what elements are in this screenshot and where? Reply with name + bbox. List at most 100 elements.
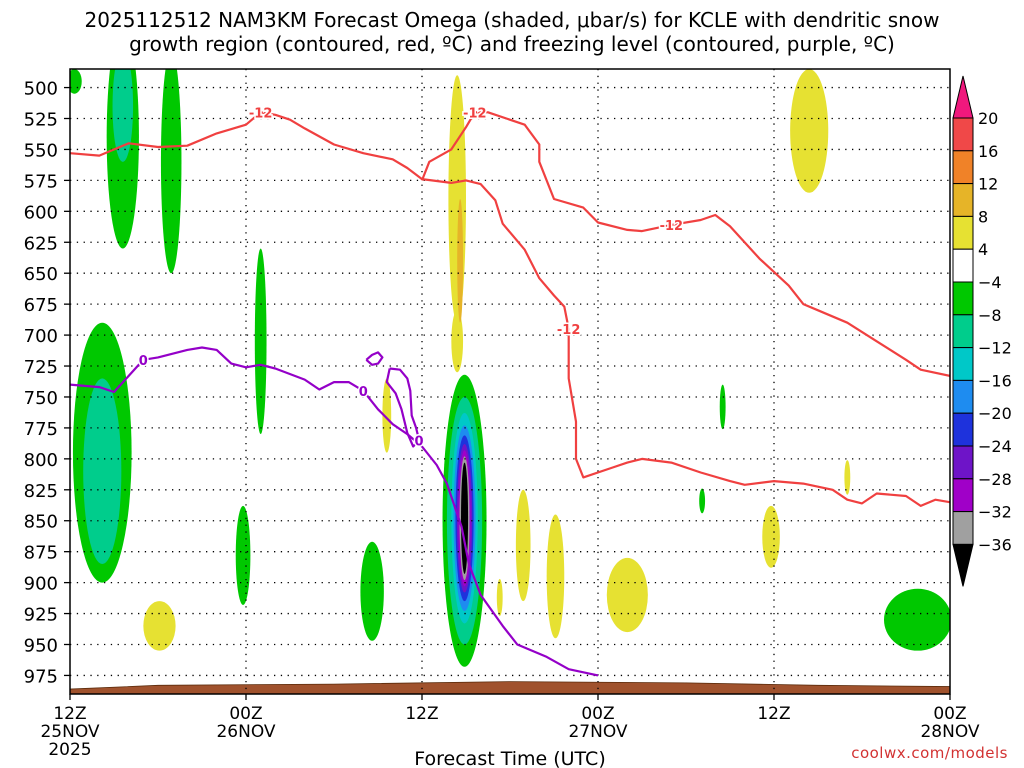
colorbar-label-5: −4: [978, 273, 1002, 292]
colorbar-label-9: −20: [978, 404, 1012, 423]
y-tick-label-725: 725: [24, 357, 58, 378]
dgz-contour-label-0-1: -12: [557, 323, 581, 338]
y-tick-label-575: 575: [24, 171, 58, 192]
y-tick-label-750: 750: [24, 388, 58, 409]
omega-region-29: [762, 505, 780, 568]
dgz-contour-label-0-0: -12: [249, 106, 273, 121]
y-tick-label-925: 925: [24, 605, 58, 626]
omega-region-32: [884, 588, 950, 651]
x-tick-label-48-0: 12Z: [757, 704, 790, 724]
chart-title-line1: 2025112512 NAM3KM Forecast Omega (shaded…: [84, 8, 940, 32]
omega-region-8: [235, 505, 251, 605]
colorbar-label-8: −16: [978, 371, 1012, 390]
omega-region-7: [254, 248, 267, 435]
colorbar-swatch-1: [952, 117, 974, 152]
colorbar-label-6: −8: [978, 306, 1002, 325]
colorbar-swatch-9: [952, 379, 974, 414]
x-tick-label-12-0: 00Z: [229, 704, 262, 724]
x-tick-label-0-2: 2025: [48, 740, 91, 760]
x-tick-label-0-0: 12Z: [53, 704, 86, 724]
colorbar-swatch-10: [952, 412, 974, 447]
colorbar-swatch-11: [952, 445, 974, 480]
colorbar-label-3: 8: [978, 207, 988, 226]
x-tick-label-12-1: 26NOV: [216, 722, 275, 742]
freezing-contour-2: [365, 351, 384, 366]
colorbar-label-0: 20: [978, 109, 998, 128]
omega-region-30: [844, 460, 851, 495]
x-tick-label-60-1: 28NOV: [920, 722, 979, 742]
y-tick-label-950: 950: [24, 635, 58, 656]
omega-region-6: [143, 601, 176, 651]
omega-region-3: [160, 69, 182, 274]
y-tick-label-675: 675: [24, 295, 58, 316]
omega-region-25: [546, 514, 565, 639]
colorbar-swatch-13: [952, 511, 974, 545]
dgz-contour-label-1-0: -12: [463, 106, 487, 121]
colorbar-swatch-8: [952, 347, 974, 381]
credit-text: coolwx.com/models: [851, 744, 1008, 762]
y-tick-label-800: 800: [24, 450, 58, 471]
omega-region-10: [382, 378, 392, 453]
freezing-contour-label-0-1: 0: [359, 385, 368, 400]
colorbar-swatch-3: [952, 183, 974, 217]
freezing-contour-label-0-0: 0: [139, 354, 148, 369]
y-tick-label-875: 875: [24, 543, 58, 564]
colorbar-swatch-5: [952, 248, 974, 283]
omega-region-13: [457, 198, 464, 323]
colorbar-label-10: −24: [978, 437, 1012, 456]
omega-region-31: [790, 69, 829, 193]
colorbar-label-2: 12: [978, 175, 998, 194]
x-tick-label-0-1: 25NOV: [40, 722, 99, 742]
freezing-contour-1: [385, 367, 421, 448]
y-tick-label-850: 850: [24, 512, 58, 533]
x-tick-label-60-0: 00Z: [933, 704, 966, 724]
y-tick-label-775: 775: [24, 419, 58, 440]
x-axis-label: Forecast Time (UTC): [414, 748, 605, 768]
plot-frame: [69, 68, 951, 695]
omega-region-0: [70, 69, 82, 94]
dgz-contour-1: [420, 111, 950, 377]
y-tick-label-650: 650: [24, 264, 58, 285]
colorbar-label-11: −28: [978, 470, 1012, 489]
colorbar-label-7: −12: [978, 339, 1012, 358]
colorbar-label-4: 4: [978, 240, 988, 259]
omega-region-2: [112, 69, 134, 162]
omega-region-12: [451, 310, 464, 373]
omega-region-5: [83, 378, 122, 565]
omega-region-9: [360, 541, 384, 641]
colorbar-label-1: 16: [978, 142, 998, 161]
colorbar-swatch-7: [952, 314, 974, 349]
dgz-contour-0: [70, 111, 950, 507]
y-tick-label-550: 550: [24, 140, 58, 161]
colorbar-swatch-12: [952, 478, 974, 513]
freezing-contour-label-1-0: 0: [415, 434, 424, 449]
pressure-axis: 500 525 550 575 600 625 650 675 700 725 750 775 800 8…: [24, 79, 70, 687]
colorbar: 20 16 12 8 4 −4 −8 −12 −16 −20 −24 −28 −32 −36: [952, 75, 1012, 587]
y-tick-label-825: 825: [24, 481, 58, 502]
y-tick-label-700: 700: [24, 326, 58, 347]
colorbar-top-triangle: [952, 75, 974, 119]
contour-layer: -12 -12 -12 -12 0 0 0: [70, 105, 950, 677]
colorbar-bottom-triangle: [952, 543, 974, 587]
omega-region-28: [699, 488, 706, 514]
y-tick-label-625: 625: [24, 233, 58, 254]
y-tick-label-500: 500: [24, 79, 58, 100]
y-tick-label-525: 525: [24, 110, 58, 131]
freezing-contour-0: [70, 346, 599, 677]
x-tick-label-36-0: 00Z: [581, 704, 614, 724]
dgz-contour-label-1-1: -12: [660, 219, 684, 234]
x-tick-label-36-1: 27NOV: [568, 722, 627, 742]
colorbar-label-12: −32: [978, 503, 1012, 522]
y-tick-label-975: 975: [24, 666, 58, 687]
colorbar-label-13: −36: [978, 535, 1012, 554]
x-tick-label-24-0: 12Z: [405, 704, 438, 724]
y-tick-label-600: 600: [24, 202, 58, 223]
colorbar-swatch-6: [952, 281, 974, 316]
omega-region-23: [496, 578, 503, 617]
colorbar-swatch-2: [952, 150, 974, 185]
omega-region-27: [719, 384, 726, 430]
omega-region-24: [515, 489, 531, 602]
y-tick-label-900: 900: [24, 574, 58, 595]
